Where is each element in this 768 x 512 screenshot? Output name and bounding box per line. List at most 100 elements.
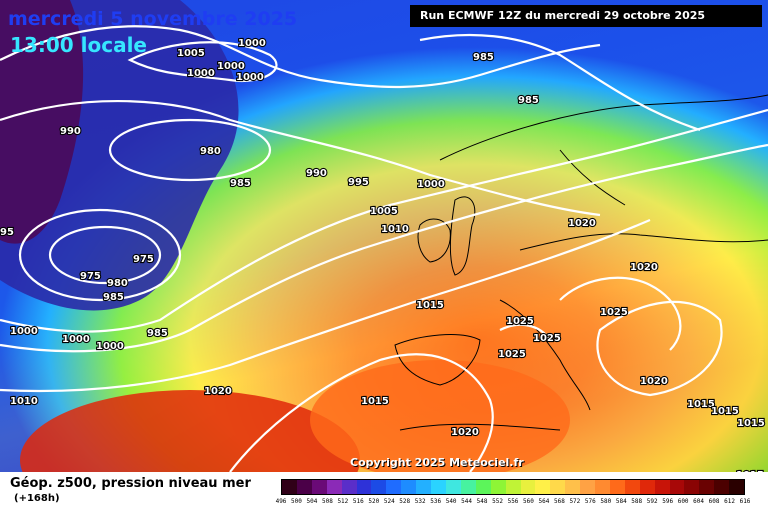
legend-tick-label: 604 [693, 498, 705, 505]
chart-footer: Géop. z500, pression niveau mer (+168h) … [0, 472, 768, 512]
isobar-label: 985 [473, 52, 494, 63]
isobar-label: 975 [80, 271, 101, 282]
coastlines [394, 94, 768, 431]
legend-swatch [699, 480, 715, 494]
legend-swatch [595, 480, 610, 494]
legend-tick-label: 596 [662, 498, 674, 505]
field-description: Géop. z500, pression niveau mer [10, 476, 251, 491]
isobar-label: 985 [230, 178, 251, 189]
isobar-label: 1010 [10, 396, 38, 407]
isobar-label: 1000 [217, 61, 245, 72]
legend-swatch [341, 480, 357, 494]
isobar-label: 990 [306, 168, 327, 179]
legend-swatch [654, 480, 670, 494]
legend-tick-label: 552 [492, 498, 503, 505]
legend-swatch [624, 480, 640, 494]
isobar-label: 1025 [498, 349, 526, 360]
legend-tick-label: 508 [321, 498, 333, 505]
isobar-label: 1015 [361, 396, 389, 407]
valid-time: 13:00 locale [10, 33, 147, 57]
isobar-label: 1000 [96, 341, 124, 352]
isobar-label: 1000 [187, 68, 215, 79]
isobar-label: 1015 [416, 300, 444, 311]
legend-tick-label: 608 [708, 498, 720, 505]
legend-tick-label: 544 [461, 498, 473, 505]
legend-tick-label: 568 [553, 498, 565, 505]
isobar-label: 1000 [10, 326, 38, 337]
isobar-label: 1020 [568, 218, 596, 229]
valid-date: mercredi 5 novembre 2025 [8, 8, 298, 30]
legend-tick-label: 572 [569, 498, 581, 505]
isobar-label: 1020 [640, 376, 668, 387]
isobar-label: 985 [518, 95, 539, 106]
isobar-label: 980 [200, 146, 221, 157]
isobar-label: 1005 [177, 48, 205, 59]
legend-swatch [326, 480, 342, 494]
legend-swatch [714, 480, 730, 494]
isobar-label: 1005 [370, 206, 398, 217]
color-scale-legend [281, 479, 745, 495]
isobar-label: 1015 [737, 418, 765, 429]
isobar-label: 1020 [451, 427, 479, 438]
legend-swatch [416, 480, 432, 494]
legend-swatch [520, 480, 536, 494]
legend-tick-label: 576 [584, 498, 596, 505]
legend-tick-label: 560 [523, 498, 534, 505]
legend-tick-label: 556 [507, 498, 519, 505]
legend-tick-label: 512 [337, 498, 349, 505]
isobar-label: 995 [348, 177, 369, 188]
pressure-map: 1000100510001000100098598599098098599099… [0, 0, 768, 472]
legend-swatch [505, 480, 521, 494]
legend-swatch [490, 480, 506, 494]
isobar-label: 1015 [687, 399, 715, 410]
legend-tick-label: 588 [631, 498, 643, 505]
isobar-label: 1000 [62, 334, 90, 345]
legend-tick-label: 592 [646, 498, 658, 505]
model-run-banner: Run ECMWF 12Z du mercredi 29 octobre 202… [410, 5, 762, 27]
legend-tick-label: 540 [445, 498, 457, 505]
isobar-label: 1020 [630, 262, 658, 273]
legend-tick-label: 600 [677, 498, 689, 505]
isobar-label: 990 [60, 126, 81, 137]
isobar-label: 985 [103, 292, 124, 303]
isobar-label: 1000 [238, 38, 266, 49]
isobar-label: 1000 [417, 179, 445, 190]
legend-swatch [401, 480, 417, 494]
legend-swatch [371, 480, 387, 494]
isobar-label: 1015 [736, 470, 764, 472]
isobar-label: 975 [133, 254, 154, 265]
legend-swatch [609, 480, 625, 494]
isobar-label: 1015 [711, 406, 739, 417]
legend-tick-label: 504 [306, 498, 318, 505]
legend-swatch [535, 480, 551, 494]
isobar-label: 1025 [600, 307, 628, 318]
legend-swatch [445, 480, 461, 494]
isobar-label: 1020 [204, 386, 232, 397]
legend-swatch [684, 480, 700, 494]
hot-pool [20, 390, 360, 472]
legend-tick-label: 520 [368, 498, 380, 505]
legend-tick-label: 524 [383, 498, 395, 505]
isobar-label: 1010 [381, 224, 409, 235]
legend-tick-label: 564 [538, 498, 550, 505]
legend-tick-label: 548 [476, 498, 488, 505]
cold-core [0, 0, 84, 244]
legend-swatch [282, 480, 297, 494]
legend-tick-label: 616 [739, 498, 751, 505]
legend-swatch [475, 480, 491, 494]
legend-swatch [729, 480, 745, 494]
legend-swatch [296, 480, 312, 494]
legend-swatch [311, 480, 327, 494]
isobars [0, 25, 768, 472]
legend-tick-label: 580 [600, 498, 612, 505]
isobar-label: 1000 [236, 72, 264, 83]
isobar-label: 980 [107, 278, 128, 289]
legend-swatch [550, 480, 566, 494]
legend-tick-label: 500 [291, 498, 302, 505]
legend-swatch [386, 480, 402, 494]
hot-core [310, 360, 570, 472]
copyright-note: Copyright 2025 Meteociel.fr [350, 456, 524, 469]
lead-time: (+168h) [14, 493, 60, 504]
isobar-label: 985 [147, 328, 168, 339]
